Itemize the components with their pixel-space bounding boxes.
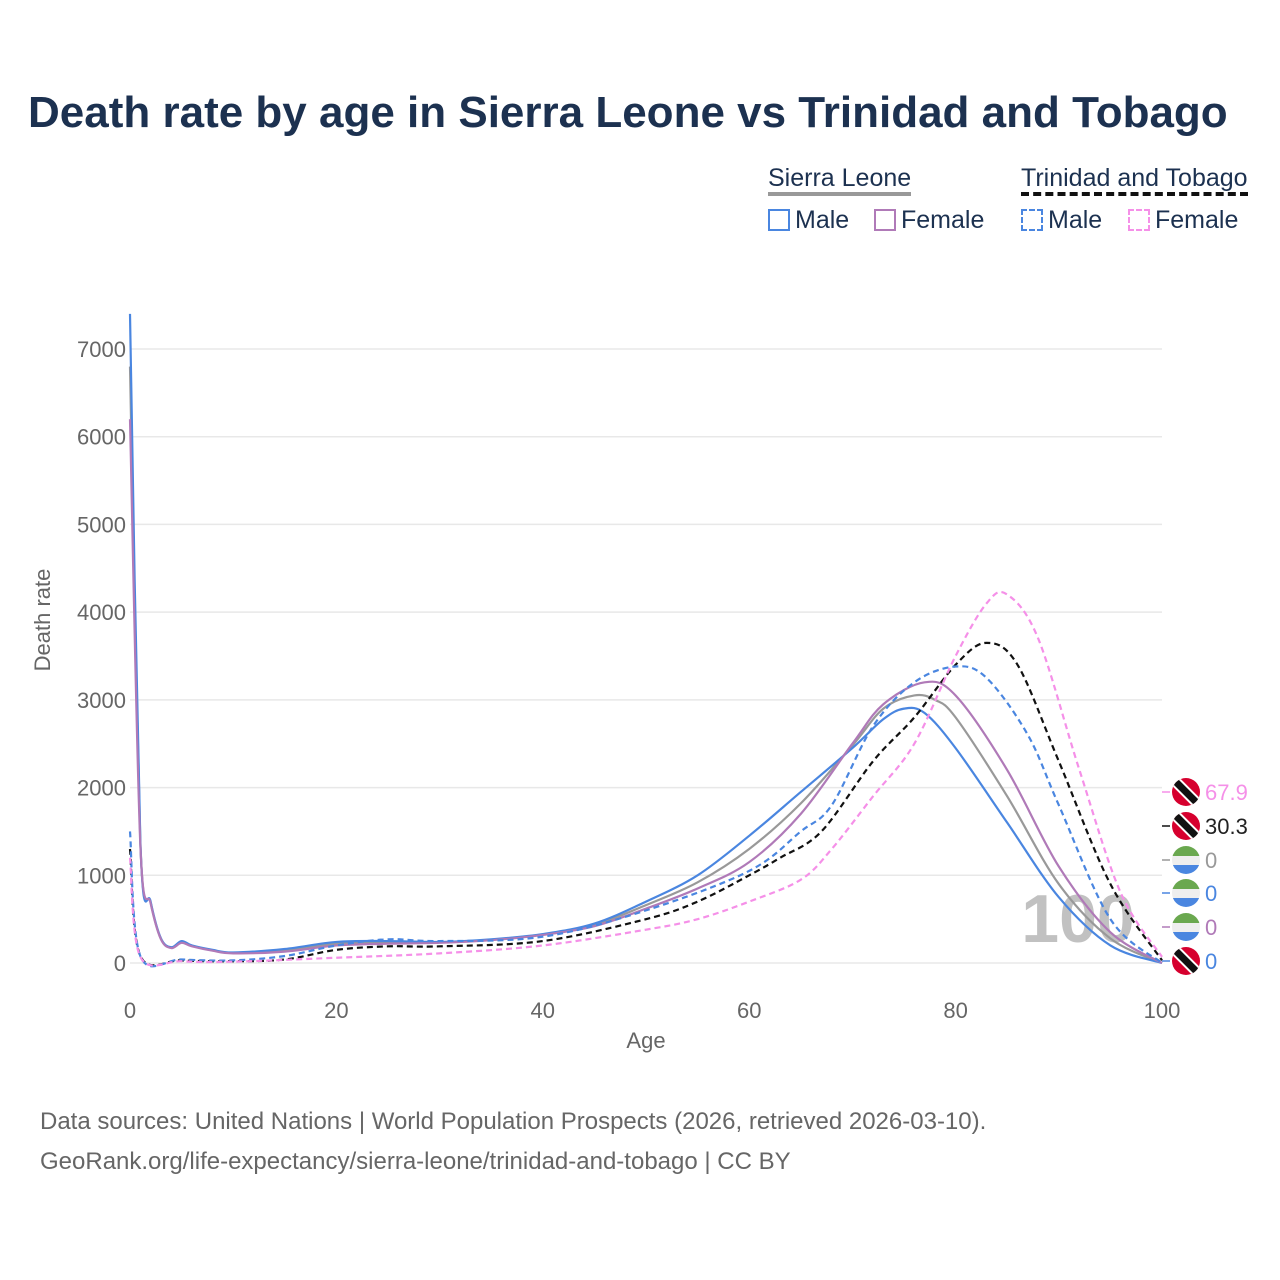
source-line-1: Data sources: United Nations | World Pop…	[40, 1108, 987, 1135]
trinidad-flag-icon	[1172, 812, 1200, 840]
legend-label: Female	[1155, 206, 1239, 234]
x-tick-label: 60	[737, 998, 761, 1023]
x-tick-label: 20	[324, 998, 348, 1023]
legend-label: Male	[1048, 206, 1103, 234]
legend-swatch	[874, 209, 896, 231]
series-line-sierra-leone-female[interactable]	[128, 419, 1163, 964]
y-tick-label: 2000	[77, 776, 126, 801]
legend-swatch	[1128, 209, 1150, 231]
legend-group-sierra-leone: Sierra Leone	[768, 164, 912, 196]
y-tick-label: 7000	[77, 337, 126, 362]
series-line-sierra-leone-total[interactable]	[128, 366, 1163, 965]
source-line-2[interactable]: GeoRank.org/life-expectancy/sierra-leone…	[40, 1148, 791, 1175]
series-line-sierra-leone-male[interactable]	[128, 313, 1163, 965]
series-line-trinidad-and-tobago-total[interactable]	[128, 641, 1163, 967]
end-value-label: 67.9	[1205, 780, 1248, 805]
y-tick-label: 6000	[77, 425, 126, 450]
y-tick-label: 5000	[77, 512, 126, 537]
series-line-trinidad-and-tobago-female[interactable]	[128, 590, 1163, 967]
legend-label: Female	[901, 206, 985, 234]
trinidad-flag-icon	[1172, 778, 1200, 806]
x-tick-label: 40	[531, 998, 555, 1023]
end-value-label: 0	[1205, 848, 1217, 873]
legend-tt-female[interactable]: Female	[1128, 206, 1238, 235]
chart-title: Death rate by age in Sierra Leone vs Tri…	[28, 88, 1228, 137]
legend-tt-male[interactable]: Male	[1021, 206, 1102, 235]
x-tick-label: 0	[124, 998, 136, 1023]
end-value-label: 0	[1205, 949, 1217, 974]
legend-swatch	[1021, 209, 1043, 231]
sierra-leone-flag-icon	[1172, 879, 1200, 907]
y-tick-label: 0	[114, 951, 126, 976]
y-tick-label: 4000	[77, 600, 126, 625]
x-tick-label: 80	[943, 998, 967, 1023]
end-value-label: 0	[1205, 881, 1217, 906]
y-tick-label: 3000	[77, 688, 126, 713]
y-axis-label: Death rate	[30, 569, 55, 672]
y-tick-label: 1000	[77, 863, 126, 888]
sierra-leone-flag-icon	[1172, 846, 1200, 874]
end-value-label: 0	[1205, 915, 1217, 940]
end-value-label: 30.3	[1205, 814, 1248, 839]
legend-swatch	[768, 209, 790, 231]
x-axis-label: Age	[626, 1028, 665, 1053]
sierra-leone-flag-icon	[1172, 913, 1200, 941]
x-tick-label: 100	[1144, 998, 1181, 1023]
trinidad-flag-icon	[1172, 947, 1200, 975]
legend-label: Male	[795, 206, 850, 234]
legend-sl-male[interactable]: Male	[768, 206, 849, 235]
series-line-trinidad-and-tobago-male[interactable]	[128, 665, 1163, 968]
legend-group-trinidad: Trinidad and Tobago	[1021, 164, 1248, 196]
legend-sl-female[interactable]: Female	[874, 206, 984, 235]
